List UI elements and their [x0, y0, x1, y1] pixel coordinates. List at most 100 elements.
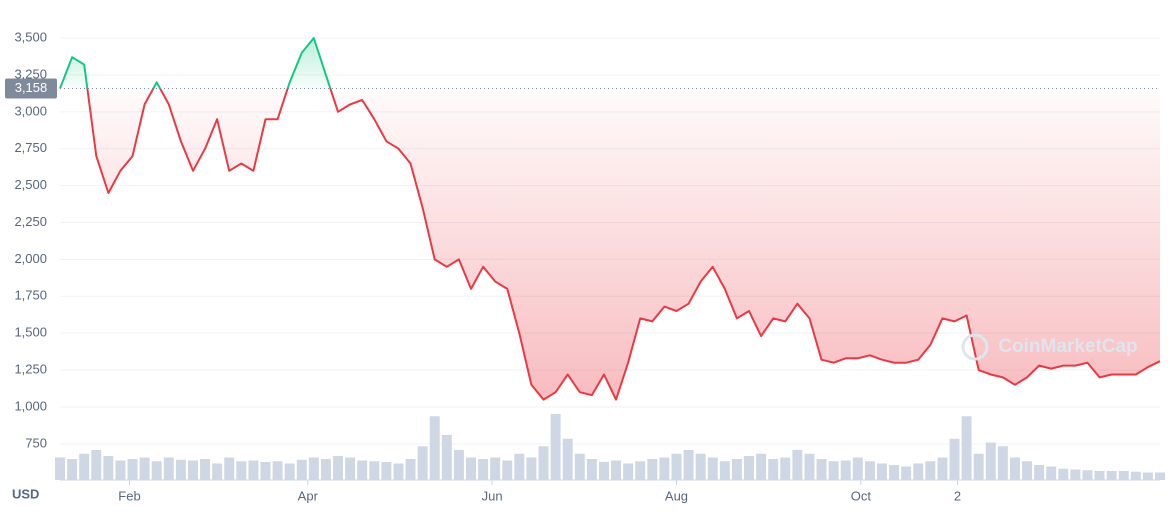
volume-bar [1058, 468, 1069, 480]
volume-bar [973, 453, 984, 480]
volume-bar [876, 463, 887, 480]
volume-bar [635, 461, 646, 480]
y-tick-label: 3,250 [14, 66, 47, 81]
y-tick-label: 2,250 [14, 214, 47, 229]
volume-bar [756, 453, 767, 480]
volume-bar [1130, 471, 1141, 480]
volume-bar [67, 459, 78, 480]
y-tick-label: 3,000 [14, 103, 47, 118]
volume-bar [1106, 471, 1117, 480]
y-tick-label: 2,750 [14, 140, 47, 155]
watermark: CoinMarketCap [998, 336, 1137, 357]
volume-bar [586, 459, 597, 480]
x-tick-label: Aug [665, 488, 688, 503]
volume-bar [200, 459, 211, 480]
y-tick-label: 2,000 [14, 251, 47, 266]
volume-bar [864, 461, 875, 480]
x-tick-label: Feb [118, 488, 140, 503]
volume-bar [647, 459, 658, 480]
volume-bar [345, 457, 356, 480]
volume-bar [393, 463, 404, 480]
volume-bar [490, 457, 501, 480]
x-tick-label: 2 [954, 488, 961, 503]
volume-bar [212, 463, 223, 480]
area [60, 38, 1160, 400]
volume-bar [320, 459, 331, 480]
y-tick-label: 1,750 [14, 288, 47, 303]
y-tick-label: 2,500 [14, 177, 47, 192]
volume-bar [139, 457, 150, 480]
volume-bar [187, 460, 198, 480]
currency-label: USD [12, 486, 39, 501]
volume-bar [417, 446, 428, 480]
volume-bar [562, 438, 573, 480]
volume-bar [901, 466, 912, 480]
volume-bar [852, 457, 863, 480]
volume-bar [1155, 472, 1165, 480]
volume-bar [478, 459, 489, 480]
volume-bar [768, 459, 779, 480]
volume-bar [284, 463, 295, 480]
volume-bar [1082, 470, 1093, 480]
x-tick-label: Oct [851, 488, 872, 503]
y-tick-label: 1,500 [14, 325, 47, 340]
volume-bar [828, 461, 839, 480]
volume-bar [985, 442, 996, 480]
volume-bar [683, 450, 694, 480]
volume-bar [1094, 471, 1105, 480]
volume-bar [792, 450, 803, 480]
reference-label: 3,158 [15, 80, 48, 95]
volume-bar [731, 459, 742, 480]
volume-bar [369, 461, 380, 480]
volume-bar [115, 460, 126, 480]
volume-bar [127, 459, 138, 480]
volume-bar [925, 461, 936, 480]
volume-bar [840, 460, 851, 480]
volume-bar [538, 446, 549, 480]
x-tick-label: Jun [482, 488, 503, 503]
volume-bar [91, 450, 102, 480]
y-tick-label: 750 [25, 435, 47, 450]
volume-bar [1009, 457, 1020, 480]
volume-bar [611, 460, 622, 480]
volume-bar [889, 465, 900, 480]
volume-bar [598, 462, 609, 480]
volume-bar [623, 463, 634, 480]
volume-bar [236, 461, 247, 480]
volume-bar [526, 457, 537, 480]
volume-bar [816, 459, 827, 480]
volume-bar [441, 435, 452, 480]
volume-bar [937, 457, 948, 480]
volume-bar [961, 416, 972, 480]
volume-bar [913, 463, 924, 480]
volume-bar [405, 459, 416, 480]
volume-bar [296, 459, 307, 480]
volume-bar [671, 453, 682, 480]
volume-bar [1034, 465, 1045, 480]
volume-bar [744, 456, 754, 480]
volume-bar [1118, 471, 1129, 480]
volume-bar [55, 457, 65, 480]
volume-bar [466, 457, 476, 480]
x-tick-label: Apr [298, 488, 319, 503]
volume [55, 414, 1165, 480]
volume-bar [719, 461, 730, 480]
plot [59, 37, 1161, 401]
volume-bar [381, 462, 392, 480]
volume-bar [1022, 461, 1033, 480]
volume-bar [514, 453, 525, 480]
volume-bar [997, 446, 1008, 480]
volume-bar [151, 461, 162, 480]
volume-bar [333, 456, 344, 480]
volume-bar [1070, 469, 1081, 480]
volume-bar [357, 460, 368, 480]
volume-bar [804, 453, 815, 480]
volume-bar [574, 453, 585, 480]
volume-bar [453, 450, 464, 480]
reference-label-box [5, 78, 57, 99]
y-tick-label: 3,500 [14, 29, 47, 44]
volume-bar [224, 457, 235, 480]
volume-bar [308, 457, 319, 480]
